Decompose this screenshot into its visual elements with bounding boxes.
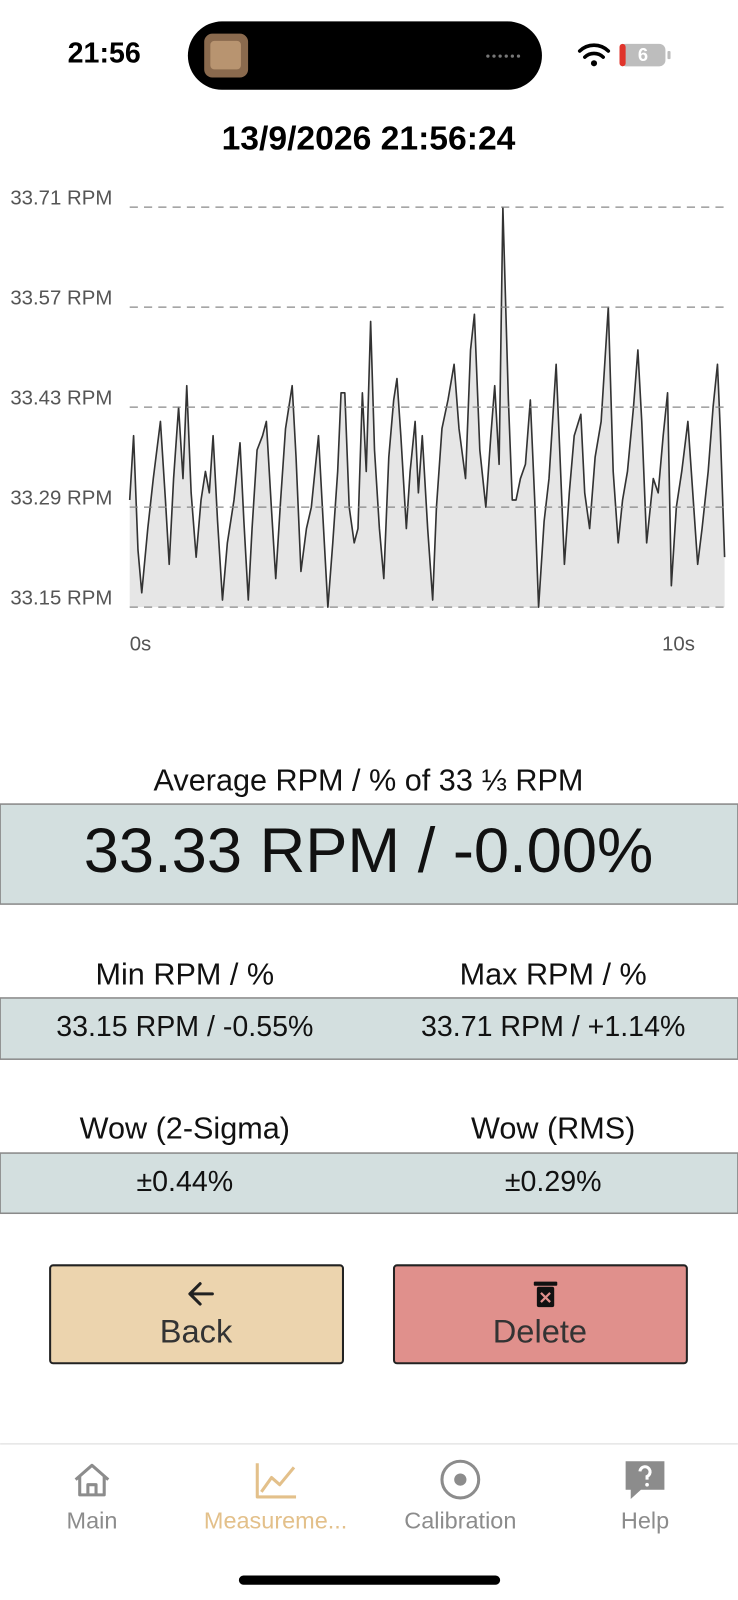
stat-value: ±0.44% [136,1166,233,1198]
stat-label: Wow (2-Sigma) [80,1112,290,1146]
tab-help[interactable]: Help [621,1461,669,1534]
back-button[interactable]: Back [49,1264,344,1365]
y-tick-label: 33.71 RPM [10,187,112,209]
chart: 33.15 RPM 33.29 RPM 33.43 RPM 33.57 RPM 33.7… [10,187,728,655]
help-glyph-dot [645,1482,649,1487]
tab-label[interactable]: Main [67,1508,118,1534]
tab-label[interactable]: Measureme... [204,1508,347,1534]
home-icon [74,1463,110,1497]
stat-label: Min RPM / % [96,958,275,992]
back-button-bg[interactable] [49,1264,344,1365]
page-title: 13/9/2026 21:56:24 [222,121,516,158]
tab-calibration[interactable]: Calibration [404,1459,516,1534]
stat-box [0,997,738,1060]
trash-x [540,1292,551,1303]
stat-box [0,803,738,905]
y-tick-label: 33.57 RPM [10,287,112,309]
back-label[interactable]: Back [160,1312,233,1349]
delete-button[interactable]: Delete [392,1264,688,1365]
battery-level [619,43,626,67]
y-tick-label: 33.15 RPM [10,587,112,609]
status-time: 21:56 [68,38,141,70]
battery [619,43,666,67]
stat-value: 33.71 RPM / +1.14% [421,1011,685,1043]
delete-button-bg[interactable] [392,1264,688,1365]
stat-value: 33.15 RPM / -0.55% [56,1011,313,1043]
chart-icon [255,1463,297,1499]
dynamic-island [187,21,542,90]
tab-label[interactable]: Help [621,1508,669,1534]
line [128,206,726,608]
tab-measurements[interactable]: Measureme... [204,1463,347,1534]
wifi-icon [577,43,611,67]
tab-label[interactable]: Calibration [404,1508,516,1534]
trash-lid [533,1281,558,1286]
y-tick-label: 33.43 RPM [10,387,112,409]
x-tick-label: 10s [662,633,695,655]
stat-value: 33.33 RPM / -0.00% [84,816,654,886]
stat-box [0,1152,738,1215]
battery-percent: 6 [638,44,648,65]
target-center [454,1473,467,1486]
stat-label: Wow (RMS) [471,1112,635,1146]
battery-cap [667,51,671,60]
album-art-detail [210,40,241,70]
target-icon [440,1459,481,1500]
delete-label[interactable]: Delete [493,1312,587,1349]
help-icon [625,1461,665,1499]
tab-main[interactable]: Main [67,1463,118,1534]
back-icon [188,1282,214,1306]
stat-value: ±0.29% [505,1166,602,1198]
x-tick-label: 0s [130,633,152,655]
stat-label: Average RPM / % of 33 ⅓ RPM [154,764,584,798]
help-glyph [638,1465,652,1480]
home-indicator [238,1575,501,1585]
stat-label: Max RPM / % [460,958,647,992]
y-tick-label: 33.29 RPM [10,487,112,509]
island-dots [486,54,521,58]
